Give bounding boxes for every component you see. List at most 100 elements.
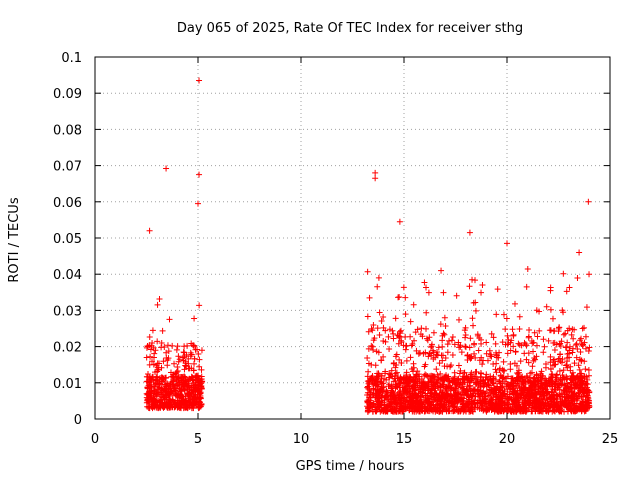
data-point	[401, 400, 408, 407]
data-point	[514, 399, 521, 406]
data-point	[490, 334, 497, 341]
data-point	[466, 283, 473, 290]
data-point	[442, 322, 449, 329]
data-point	[582, 345, 589, 352]
data-point	[364, 384, 371, 391]
data-point	[503, 382, 510, 389]
data-point	[146, 379, 153, 386]
data-point	[493, 351, 500, 358]
data-point	[471, 340, 478, 347]
data-point	[146, 361, 153, 368]
data-point	[492, 366, 499, 373]
data-point	[579, 325, 586, 332]
data-point	[157, 404, 164, 411]
data-point	[390, 360, 397, 367]
data-point	[386, 381, 393, 388]
data-point	[458, 390, 465, 397]
data-point	[195, 405, 202, 412]
data-point	[393, 369, 400, 376]
data-point	[547, 394, 554, 401]
data-point	[530, 404, 537, 411]
data-point	[152, 390, 159, 397]
data-point	[449, 334, 456, 341]
data-point	[496, 365, 503, 372]
data-point	[544, 399, 551, 406]
data-point	[542, 364, 549, 371]
data-point	[463, 400, 470, 407]
data-point	[146, 227, 153, 234]
data-point	[181, 353, 188, 360]
data-point	[161, 387, 168, 394]
data-point	[178, 395, 185, 402]
data-point	[483, 406, 490, 413]
data-point	[170, 377, 177, 384]
data-point	[534, 333, 541, 340]
data-point	[567, 399, 574, 406]
data-point	[375, 274, 382, 281]
data-point	[522, 395, 529, 402]
data-point	[388, 382, 395, 389]
data-point	[438, 267, 445, 274]
data-point	[150, 354, 157, 361]
data-point	[575, 374, 582, 381]
data-point	[521, 391, 528, 398]
data-point	[527, 377, 534, 384]
data-point	[497, 380, 504, 387]
data-point	[564, 375, 571, 382]
data-point	[150, 402, 157, 409]
data-point	[418, 325, 425, 332]
data-point	[373, 374, 380, 381]
data-point	[483, 350, 490, 357]
y-tick-label: 0.07	[53, 160, 82, 175]
data-point	[184, 342, 191, 349]
data-point	[578, 335, 585, 342]
data-point	[525, 333, 532, 340]
data-point	[396, 334, 403, 341]
data-point	[503, 393, 510, 400]
data-point	[166, 399, 173, 406]
data-point	[531, 329, 538, 336]
data-point	[391, 372, 398, 379]
data-point	[380, 353, 387, 360]
data-point	[182, 378, 189, 385]
data-point	[400, 284, 407, 291]
data-point	[151, 396, 158, 403]
data-point	[378, 357, 385, 364]
data-point	[491, 406, 498, 413]
data-point	[513, 391, 520, 398]
data-point	[564, 355, 571, 362]
data-point	[566, 388, 573, 395]
data-point	[546, 381, 553, 388]
data-point	[368, 325, 375, 332]
data-point	[585, 367, 592, 374]
x-axis-label: GPS time / hours	[296, 459, 405, 474]
data-point	[389, 388, 396, 395]
data-point	[585, 387, 592, 394]
data-point	[517, 358, 524, 365]
data-point	[377, 388, 384, 395]
data-point	[529, 408, 536, 415]
data-point	[189, 402, 196, 409]
data-point	[534, 378, 541, 385]
data-point	[189, 389, 196, 396]
data-point	[144, 397, 151, 404]
data-point	[569, 349, 576, 356]
data-point	[443, 372, 450, 379]
data-point	[483, 374, 490, 381]
data-point	[556, 386, 563, 393]
data-point	[493, 369, 500, 376]
data-point	[154, 301, 161, 308]
data-point	[561, 408, 568, 415]
data-point	[466, 229, 473, 236]
data-point	[477, 378, 484, 385]
data-point	[555, 392, 562, 399]
data-point	[365, 385, 372, 392]
data-point	[392, 364, 399, 371]
data-point	[474, 387, 481, 394]
data-point	[450, 395, 457, 402]
data-point	[175, 381, 182, 388]
data-point	[563, 376, 570, 383]
data-point	[402, 375, 409, 382]
data-point	[540, 373, 547, 380]
data-point	[155, 385, 162, 392]
